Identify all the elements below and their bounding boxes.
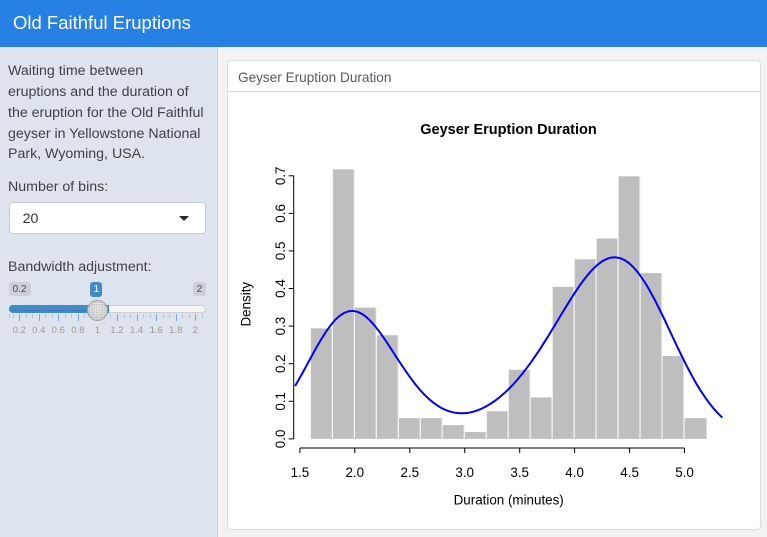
svg-text:0.2: 0.2 (273, 354, 288, 373)
svg-text:3.0: 3.0 (455, 465, 474, 480)
svg-text:Geyser Eruption Duration: Geyser Eruption Duration (420, 122, 596, 138)
svg-text:0.6: 0.6 (273, 204, 288, 223)
svg-text:4.0: 4.0 (565, 465, 584, 480)
svg-text:Density: Density (238, 281, 253, 326)
svg-text:2.0: 2.0 (345, 465, 364, 480)
svg-text:3.5: 3.5 (510, 465, 529, 480)
svg-text:0.4: 0.4 (273, 278, 288, 297)
svg-text:0.5: 0.5 (273, 241, 288, 260)
svg-text:1.5: 1.5 (290, 465, 309, 480)
svg-text:0.7: 0.7 (273, 166, 288, 185)
svg-text:0.3: 0.3 (273, 316, 288, 335)
svg-text:2.5: 2.5 (400, 465, 419, 480)
svg-text:4.5: 4.5 (620, 465, 639, 480)
svg-text:0.0: 0.0 (273, 429, 288, 448)
svg-text:Duration (minutes): Duration (minutes) (453, 492, 563, 507)
svg-text:0.1: 0.1 (273, 391, 288, 410)
svg-text:5.0: 5.0 (675, 465, 694, 480)
